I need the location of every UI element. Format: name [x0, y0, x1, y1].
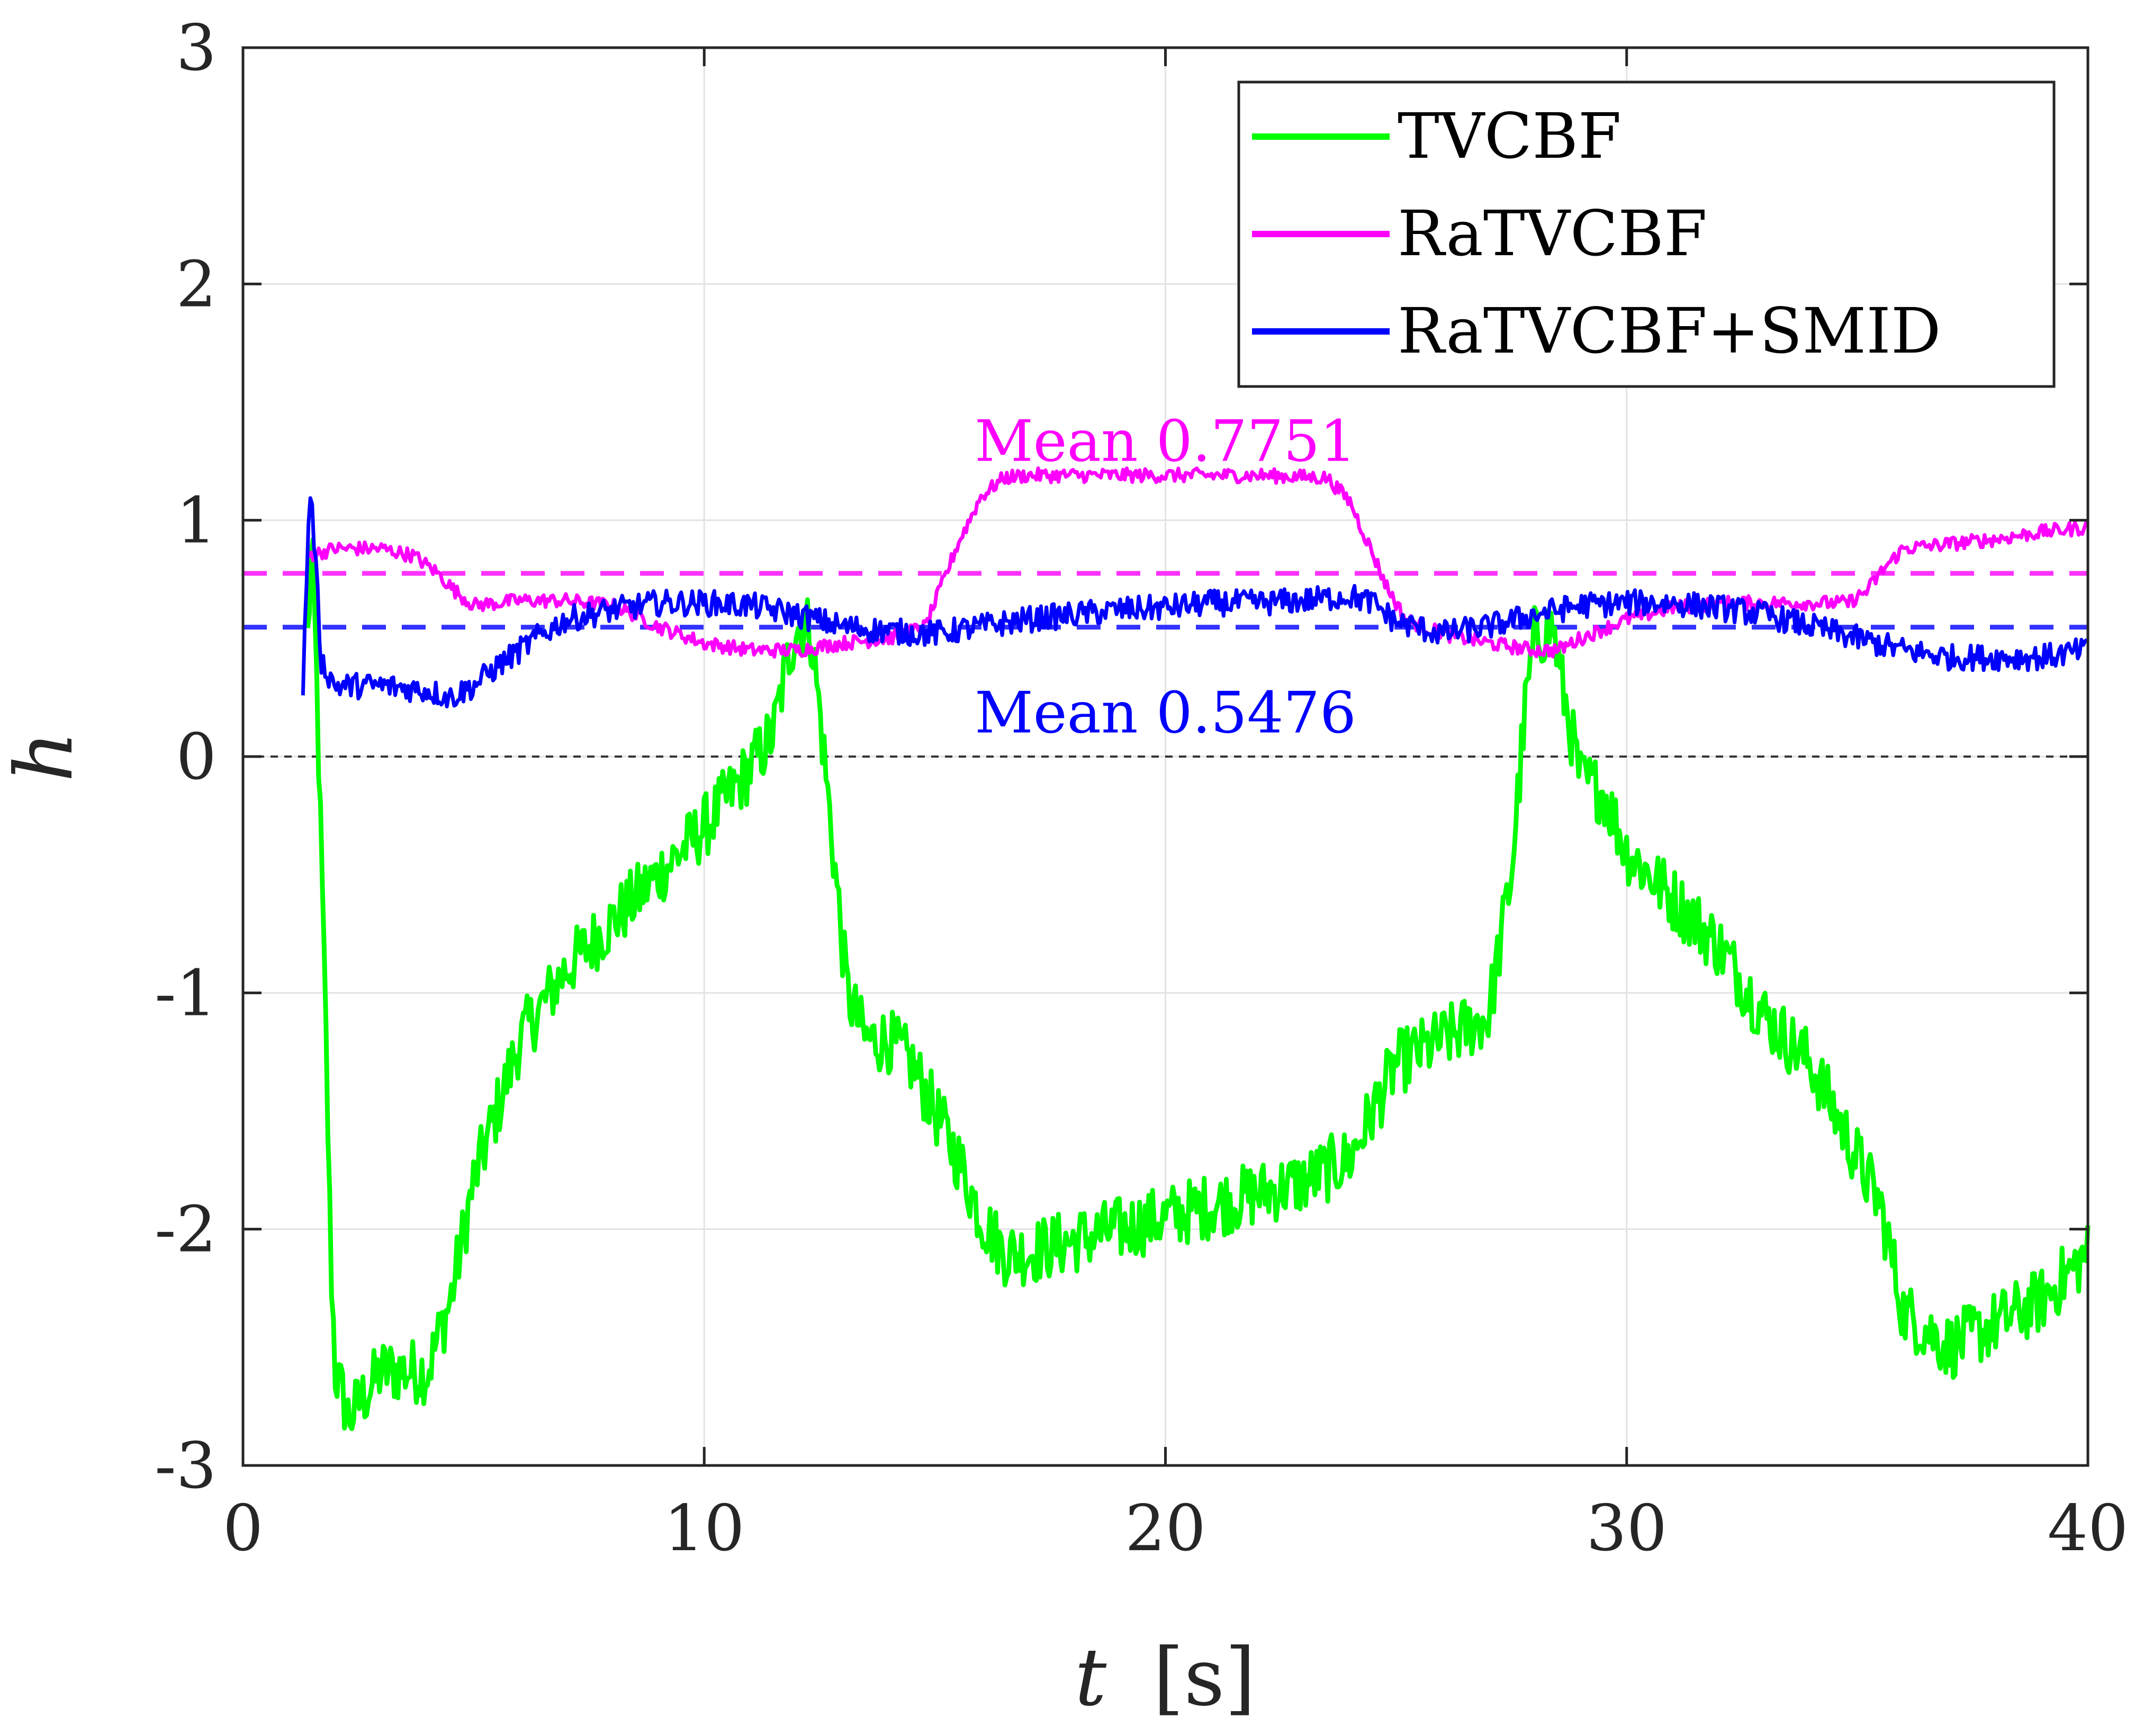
x-tick-label-2: 20: [1125, 1492, 1206, 1566]
legend-label-ratvcbf-smid: RaTVCBF+SMID: [1398, 294, 1941, 367]
x-axis-label-unit: [s]: [1153, 1632, 1256, 1724]
y-tick-label-3: 0: [176, 721, 217, 794]
y-tick-label-0: -3: [155, 1429, 217, 1503]
legend: TVCBF RaTVCBF RaTVCBF+SMID: [1237, 80, 2056, 388]
x-axis-label-symbol: t: [1075, 1632, 1107, 1724]
x-tick-label-4: 40: [2048, 1492, 2129, 1566]
x-tick-labels: 0 10 20 30 40: [223, 1492, 2129, 1566]
tick-marks: [241, 46, 2089, 1467]
y-tick-label-1: -2: [155, 1193, 217, 1267]
y-tick-label-4: 1: [176, 484, 217, 558]
x-tick-label-0: 0: [223, 1492, 263, 1566]
legend-label-tvcbf: TVCBF: [1398, 100, 1621, 173]
mean-annotation-ratvcbf: Mean 0.7751: [975, 408, 1356, 474]
y-tick-label-6: 3: [176, 12, 217, 85]
mean-annotation-ratvcbf-smid: Mean 0.5476: [975, 680, 1356, 746]
legend-label-ratvcbf: RaTVCBF: [1398, 197, 1707, 270]
y-axis-label: h: [0, 731, 91, 782]
x-tick-label-3: 30: [1586, 1492, 1667, 1566]
series-group: [301, 466, 2091, 1432]
x-axis-label: t [s]: [1075, 1632, 1256, 1724]
series-line-ratvcbf-smid: [301, 496, 2088, 709]
y-tick-label-5: 2: [176, 248, 217, 321]
series-line-tvcbf: [305, 537, 2091, 1432]
mean-lines: [243, 571, 2088, 630]
x-tick-label-1: 10: [664, 1492, 745, 1566]
y-tick-labels: -3 -2 -1 0 1 2 3: [155, 12, 217, 1503]
y-tick-label-2: -1: [155, 957, 217, 1030]
